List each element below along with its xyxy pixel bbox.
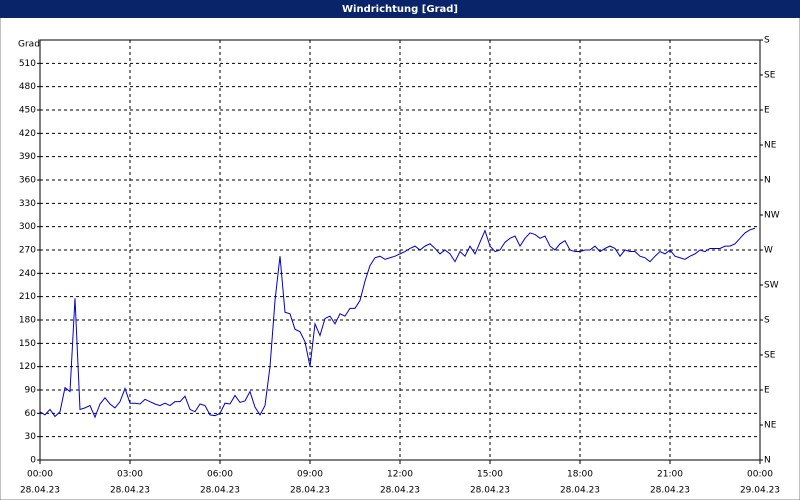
y2-tick-label: E (764, 386, 770, 396)
y-tick-label: 120 (19, 362, 36, 372)
y2-tick-label: N (764, 456, 771, 466)
y-tick-label: 360 (19, 176, 36, 186)
y-tick-label: 180 (19, 316, 36, 326)
y-tick-label: 90 (25, 386, 37, 396)
x-tick-label: 21:00 (657, 470, 683, 480)
x-tick-label: 06:00 (207, 470, 233, 480)
chart-title: Windrichtung [Grad] (342, 4, 458, 15)
y2-tick-label: SE (764, 351, 776, 361)
y-axis-label: Grad (18, 40, 40, 50)
y-tick-label: 0 (30, 456, 36, 466)
y-tick-label: 450 (19, 106, 36, 116)
y-tick-label: 150 (19, 339, 36, 349)
y-tick-label: 480 (19, 82, 36, 92)
x-tick-date: 28.04.23 (200, 486, 240, 496)
x-tick-label: 09:00 (297, 470, 323, 480)
y2-tick-label: NE (764, 141, 777, 151)
x-tick-label: 00:00 (747, 470, 773, 480)
x-tick-date: 28.04.23 (380, 486, 420, 496)
y-tick-label: 210 (19, 292, 36, 302)
x-tick-date: 28.04.23 (290, 486, 330, 496)
x-tick-date: 29.04.23 (740, 486, 780, 496)
y-tick-label: 240 (19, 269, 36, 279)
x-tick-label: 00:00 (27, 470, 53, 480)
x-tick-date: 28.04.23 (20, 486, 60, 496)
y-tick-label: 510 (19, 59, 36, 69)
y2-tick-label: S (764, 36, 770, 46)
x-tick-date: 28.04.23 (650, 486, 690, 496)
y2-tick-label: S (764, 316, 770, 326)
plot-frame (39, 39, 761, 461)
y-tick-label: 30 (25, 432, 37, 442)
x-tick-label: 03:00 (117, 470, 143, 480)
y2-tick-label: W (764, 246, 773, 256)
title-bar (0, 0, 800, 18)
y2-tick-label: SE (764, 71, 776, 81)
y2-tick-label: NE (764, 421, 777, 431)
y-tick-label: 270 (19, 246, 36, 256)
y2-tick-label: NW (764, 211, 780, 221)
x-tick-date: 28.04.23 (560, 486, 600, 496)
y2-tick-label: N (764, 176, 771, 186)
x-tick-label: 15:00 (477, 470, 503, 480)
x-tick-date: 28.04.23 (470, 486, 510, 496)
y-tick-label: 60 (25, 409, 37, 419)
y-tick-label: 420 (19, 129, 36, 139)
y-tick-label: 330 (19, 199, 36, 209)
y-tick-label: 390 (19, 152, 36, 162)
data-line (39, 227, 756, 419)
y-tick-label: 300 (19, 222, 36, 232)
x-tick-label: 18:00 (567, 470, 593, 480)
x-tick-date: 28.04.23 (110, 486, 150, 496)
y2-tick-label: E (764, 106, 770, 116)
x-tick-label: 12:00 (387, 470, 413, 480)
y2-tick-label: SW (764, 281, 779, 291)
